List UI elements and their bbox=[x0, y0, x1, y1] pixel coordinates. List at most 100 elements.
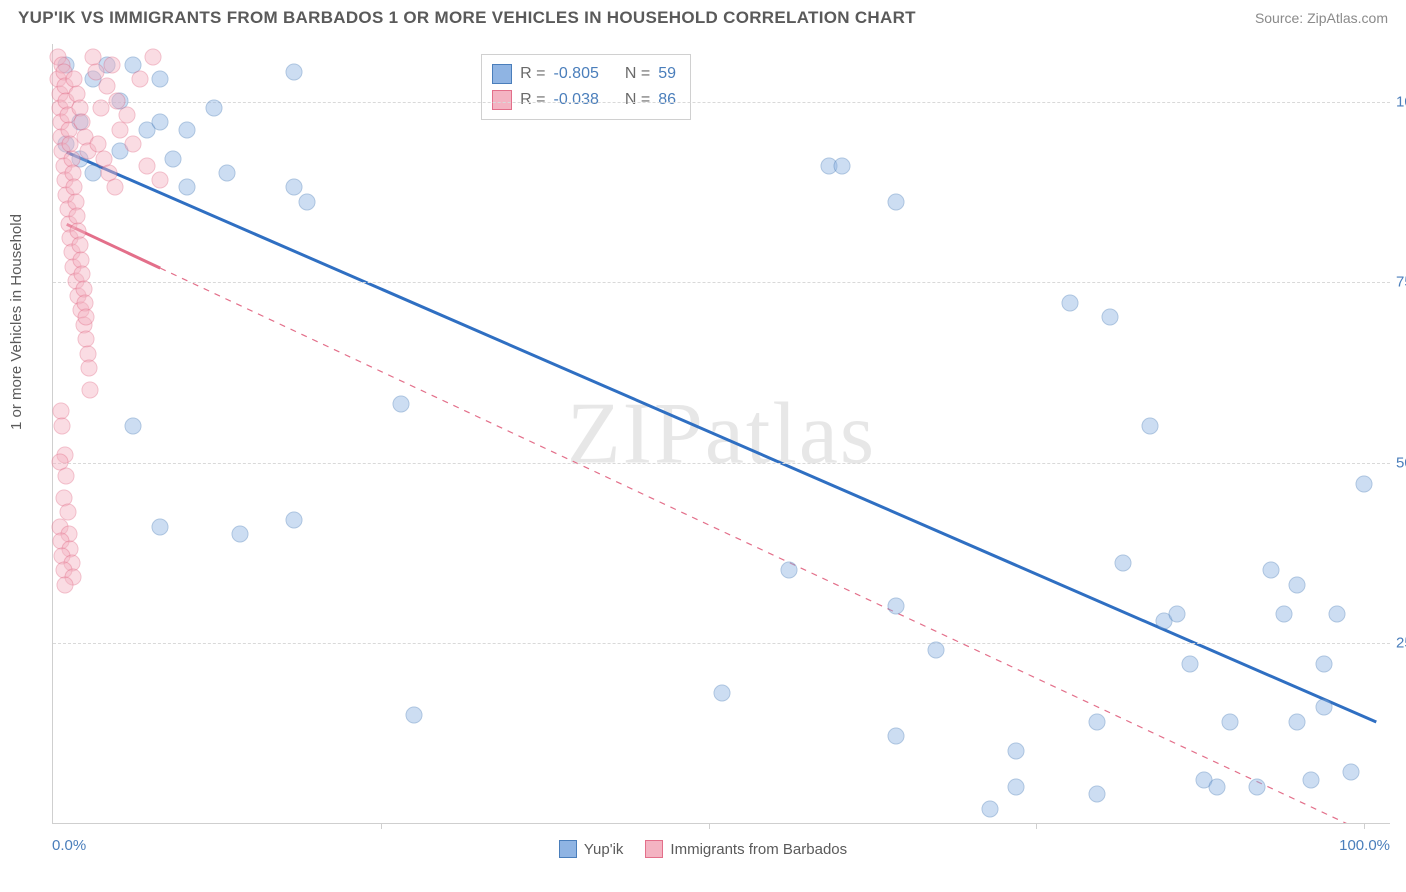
data-point bbox=[1088, 786, 1105, 803]
data-point bbox=[152, 172, 169, 189]
data-point bbox=[981, 800, 998, 817]
x-tick bbox=[1364, 823, 1365, 829]
data-point bbox=[125, 136, 142, 153]
data-point bbox=[1008, 778, 1025, 795]
data-point bbox=[178, 121, 195, 138]
data-point bbox=[1249, 778, 1266, 795]
data-point bbox=[780, 562, 797, 579]
data-point bbox=[285, 179, 302, 196]
data-point bbox=[1262, 562, 1279, 579]
data-point bbox=[1316, 656, 1333, 673]
data-point bbox=[78, 309, 95, 326]
data-point bbox=[714, 685, 731, 702]
legend-label: Yup'ik bbox=[584, 841, 624, 858]
data-point bbox=[103, 56, 120, 73]
stats-r-value: -0.038 bbox=[554, 87, 599, 113]
data-point bbox=[1222, 713, 1239, 730]
data-point bbox=[85, 165, 102, 182]
legend-swatch bbox=[492, 64, 512, 84]
data-point bbox=[138, 157, 155, 174]
data-point bbox=[106, 179, 123, 196]
data-point bbox=[1008, 742, 1025, 759]
data-point bbox=[58, 468, 75, 485]
data-point bbox=[887, 598, 904, 615]
data-point bbox=[285, 63, 302, 80]
stats-n-label: N = bbox=[625, 61, 650, 87]
legend-item: Yup'ik bbox=[559, 840, 624, 858]
stats-row: R = -0.805 N = 59 bbox=[492, 61, 676, 87]
data-point bbox=[299, 193, 316, 210]
data-point bbox=[93, 100, 110, 117]
data-point bbox=[392, 396, 409, 413]
data-point bbox=[1289, 576, 1306, 593]
data-point bbox=[887, 193, 904, 210]
data-point bbox=[1061, 295, 1078, 312]
data-point bbox=[205, 100, 222, 117]
data-point bbox=[152, 518, 169, 535]
gridline bbox=[53, 282, 1390, 283]
data-point bbox=[1142, 417, 1159, 434]
data-point bbox=[1088, 713, 1105, 730]
x-tick bbox=[381, 823, 382, 829]
y-axis-label: 1 or more Vehicles in Household bbox=[8, 214, 25, 430]
watermark: ZIPatlas bbox=[567, 383, 876, 484]
stats-r-value: -0.805 bbox=[554, 61, 599, 87]
data-point bbox=[1289, 713, 1306, 730]
data-point bbox=[152, 71, 169, 88]
stats-legend-box: R = -0.805 N = 59 R = -0.038 N = 86 bbox=[481, 54, 691, 120]
legend-swatch bbox=[492, 90, 512, 110]
data-point bbox=[57, 576, 74, 593]
data-point bbox=[165, 150, 182, 167]
bottom-legend: Yup'ik Immigrants from Barbados bbox=[0, 840, 1406, 858]
data-point bbox=[178, 179, 195, 196]
gridline bbox=[53, 102, 1390, 103]
data-point bbox=[81, 360, 98, 377]
data-point bbox=[218, 165, 235, 182]
regression-lines bbox=[53, 44, 1390, 823]
gridline bbox=[53, 463, 1390, 464]
data-point bbox=[232, 526, 249, 543]
data-point bbox=[1115, 555, 1132, 572]
data-point bbox=[82, 381, 99, 398]
y-tick-label: 100.0% bbox=[1396, 93, 1406, 110]
data-point bbox=[131, 71, 148, 88]
data-point bbox=[834, 157, 851, 174]
gridline bbox=[53, 643, 1390, 644]
legend-swatch bbox=[645, 840, 663, 858]
data-point bbox=[1209, 778, 1226, 795]
data-point bbox=[54, 417, 71, 434]
data-point bbox=[125, 417, 142, 434]
data-point bbox=[1342, 764, 1359, 781]
y-tick-label: 75.0% bbox=[1396, 274, 1406, 291]
data-point bbox=[118, 107, 135, 124]
legend-label: Immigrants from Barbados bbox=[670, 841, 847, 858]
legend-swatch bbox=[559, 840, 577, 858]
page-title: YUP'IK VS IMMIGRANTS FROM BARBADOS 1 OR … bbox=[18, 8, 916, 28]
legend-item: Immigrants from Barbados bbox=[645, 840, 847, 858]
data-point bbox=[928, 641, 945, 658]
data-point bbox=[1168, 605, 1185, 622]
y-tick-label: 50.0% bbox=[1396, 454, 1406, 471]
data-point bbox=[145, 49, 162, 66]
scatter-chart: ZIPatlas R =-0.805N =59R =-0.038N =86 25… bbox=[52, 44, 1390, 824]
data-point bbox=[1275, 605, 1292, 622]
stats-n-value: 59 bbox=[658, 61, 676, 87]
data-point bbox=[887, 728, 904, 745]
data-point bbox=[1182, 656, 1199, 673]
data-point bbox=[1316, 699, 1333, 716]
stats-row: R = -0.038 N = 86 bbox=[492, 87, 676, 113]
data-point bbox=[406, 706, 423, 723]
data-point bbox=[1102, 309, 1119, 326]
stats-r-label: R = bbox=[520, 61, 545, 87]
data-point bbox=[152, 114, 169, 131]
data-point bbox=[1302, 771, 1319, 788]
x-tick bbox=[709, 823, 710, 829]
x-tick bbox=[1036, 823, 1037, 829]
stats-n-label: N = bbox=[625, 87, 650, 113]
data-point bbox=[1356, 475, 1373, 492]
data-point bbox=[285, 511, 302, 528]
stats-n-value: 86 bbox=[658, 87, 676, 113]
stats-r-label: R = bbox=[520, 87, 545, 113]
data-point bbox=[1329, 605, 1346, 622]
source-label: Source: ZipAtlas.com bbox=[1255, 10, 1388, 26]
